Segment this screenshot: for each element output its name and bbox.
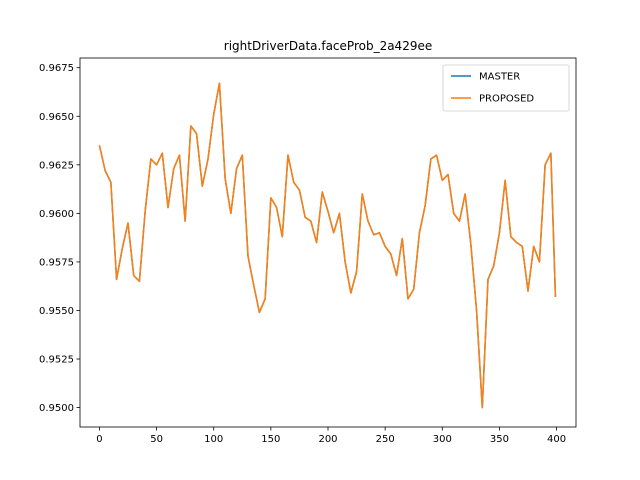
- x-tick-label: 200: [318, 434, 337, 445]
- y-tick-label: 0.9575: [39, 257, 74, 268]
- plot-frame: [79, 57, 577, 428]
- legend: MASTER PROPOSED: [442, 64, 570, 112]
- x-tick-label: 50: [150, 434, 163, 445]
- y-tick-label: 0.9650: [39, 112, 74, 123]
- y-tick-label: 0.9625: [39, 160, 74, 171]
- y-tick-label: 0.9675: [39, 63, 74, 74]
- series-layer: [98, 82, 557, 409]
- series-line-master: [98, 82, 557, 409]
- legend-label-master: MASTER: [479, 72, 520, 83]
- x-tick-label: 250: [376, 434, 395, 445]
- y-tick-label: 0.9550: [39, 306, 74, 317]
- x-tick-label: 350: [490, 434, 509, 445]
- chart-title: rightDriverData.faceProb_2a429ee: [224, 39, 432, 53]
- y-tick-label: 0.9500: [39, 403, 74, 414]
- plot-area: [79, 57, 577, 428]
- x-axis: 0 50 100 150 200 250 300 350 400: [96, 427, 566, 445]
- x-tick-label: 150: [261, 434, 280, 445]
- series-line-proposed: [98, 82, 557, 409]
- x-tick-label: 100: [204, 434, 223, 445]
- legend-box: [442, 64, 570, 112]
- y-tick-label: 0.9525: [39, 355, 74, 366]
- legend-label-proposed: PROPOSED: [479, 94, 534, 105]
- x-tick-label: 300: [433, 434, 452, 445]
- x-tick-label: 400: [547, 434, 566, 445]
- y-axis: 0.9500 0.9525 0.9550 0.9575 0.9600 0.9625 0.96…: [39, 63, 80, 414]
- x-tick-label: 0: [96, 434, 102, 445]
- y-tick-label: 0.9600: [39, 209, 74, 220]
